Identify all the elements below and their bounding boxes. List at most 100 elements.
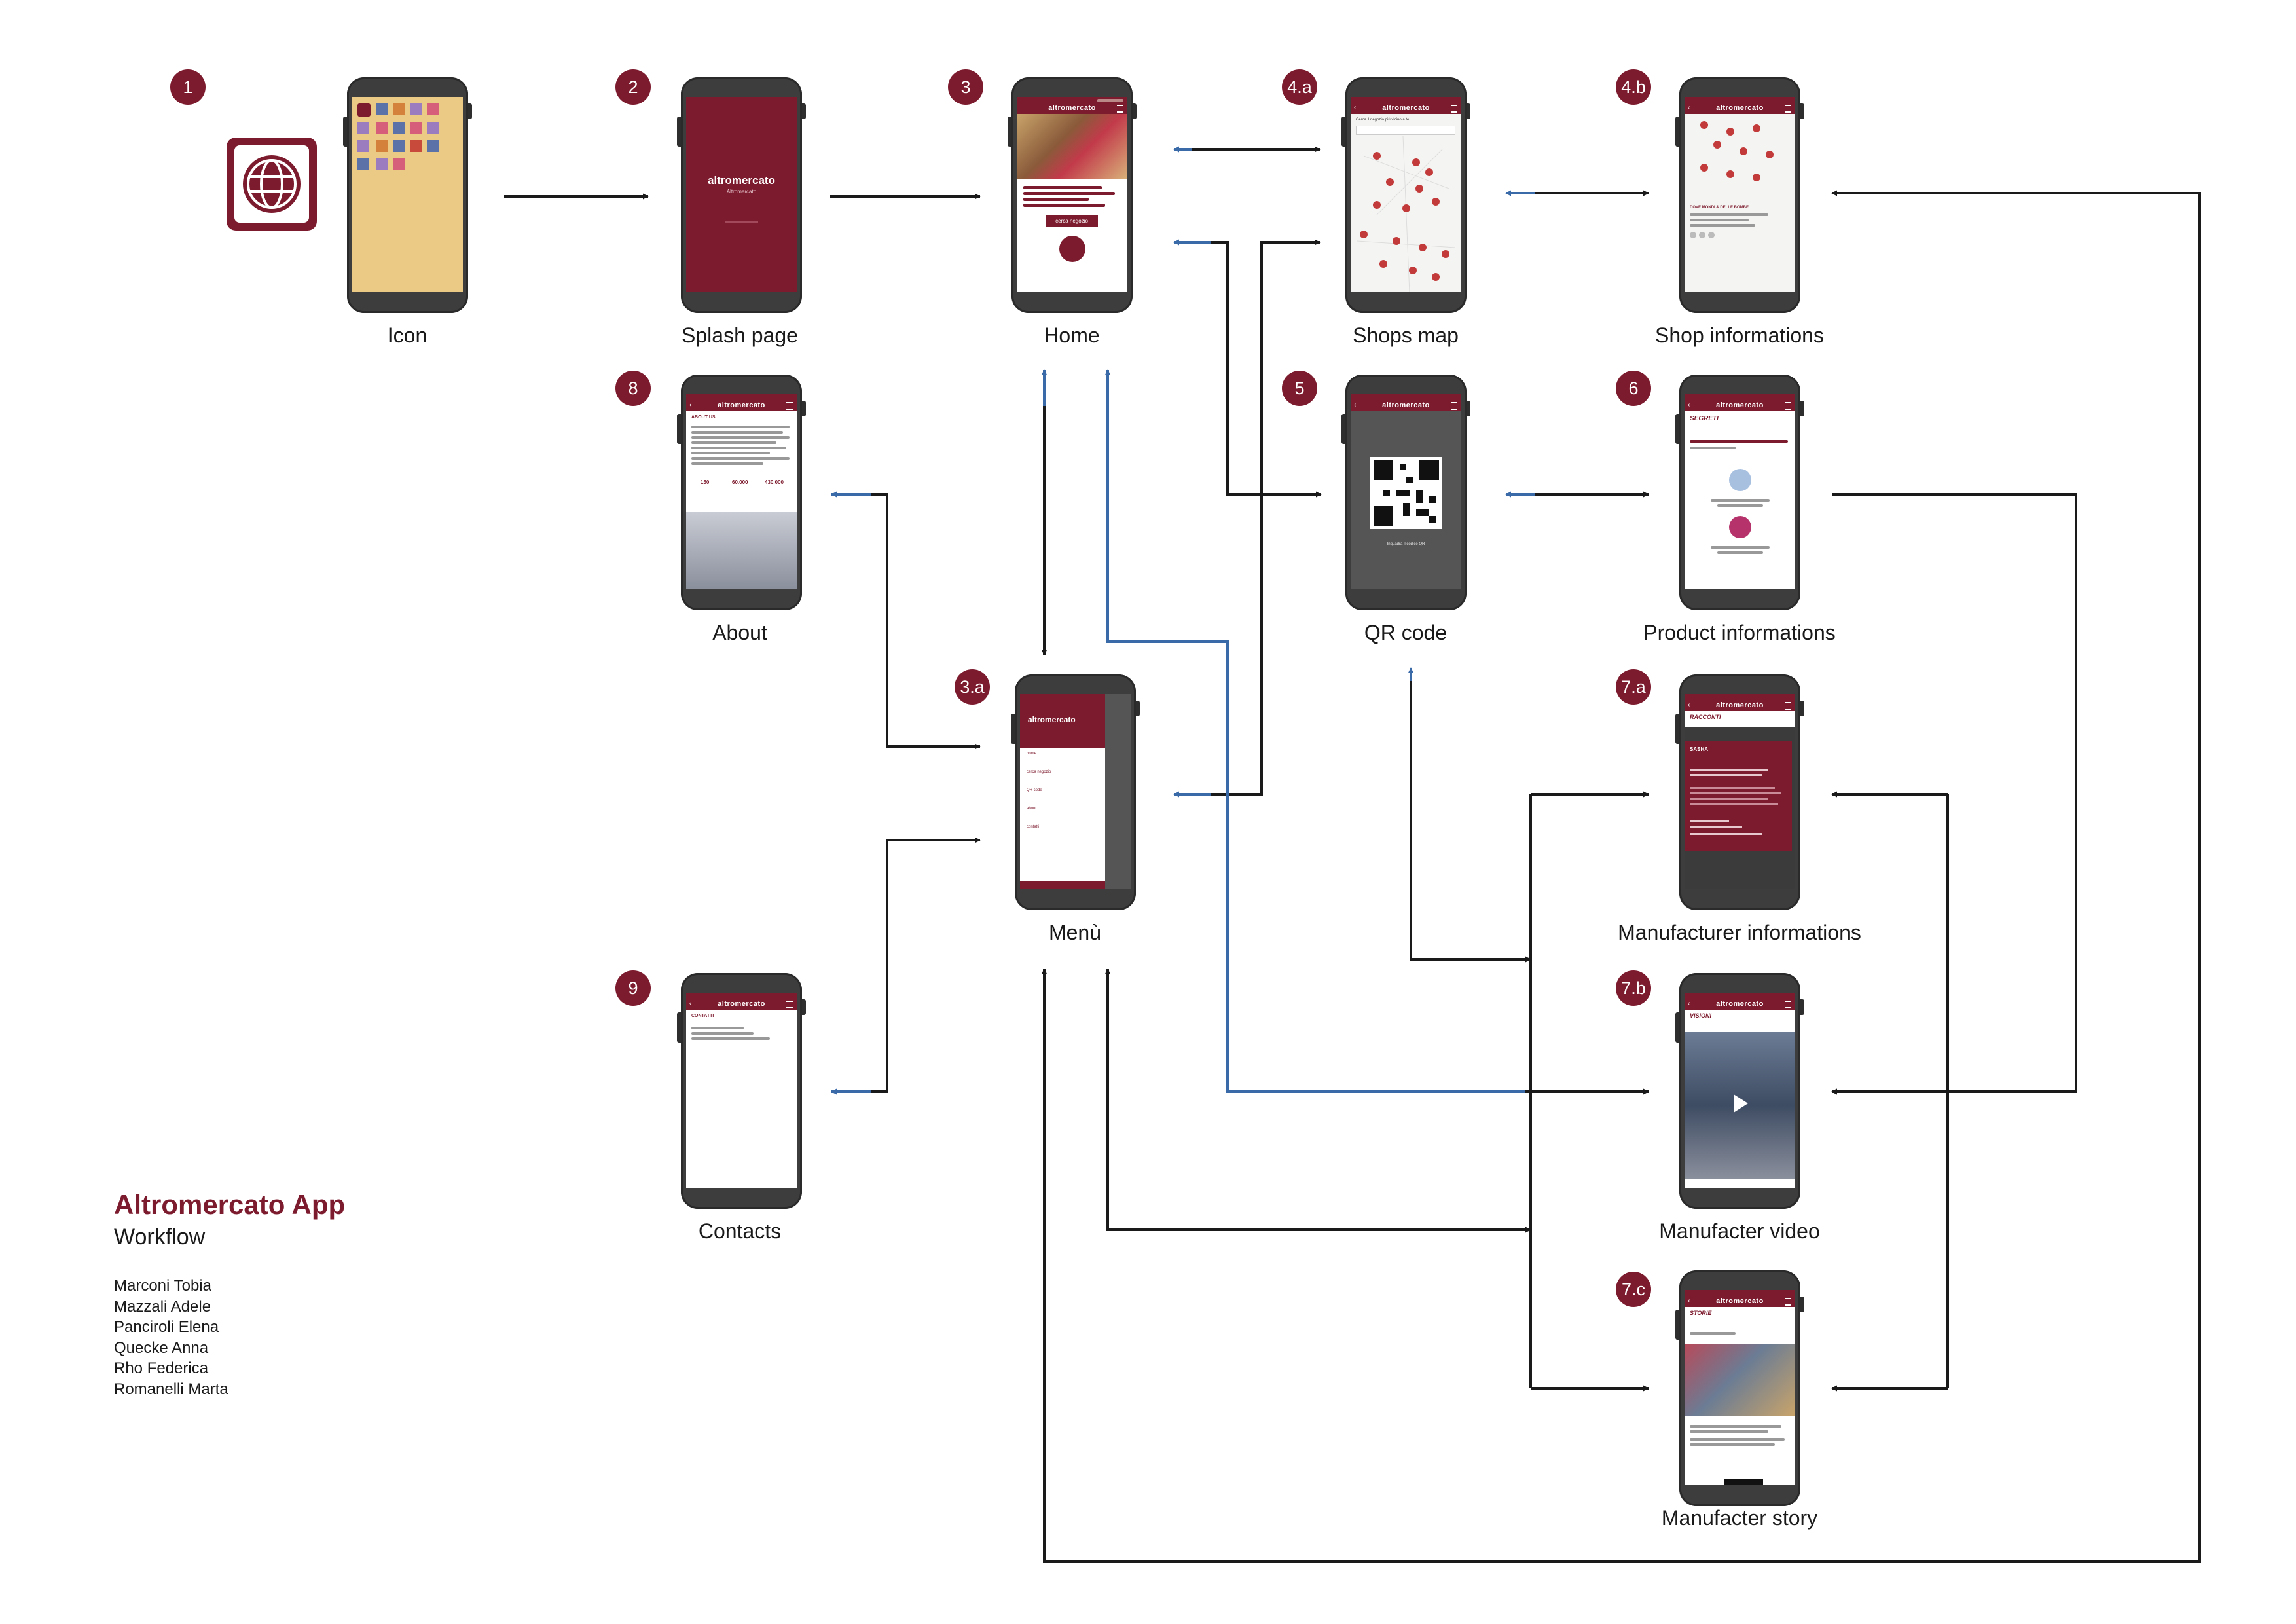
shop-map-pins (1700, 121, 1774, 181)
qr-hint: Inquadra il codice QR (1387, 542, 1425, 546)
menu-item-home[interactable]: home (1027, 752, 1037, 756)
step-badge: 7.c (1616, 1272, 1651, 1307)
map-search-label: Cerca il negozio più vicino a te (1356, 118, 1410, 122)
story-logo: altromercato (1716, 1297, 1764, 1305)
author-name: Marconi Tobia (114, 1277, 211, 1295)
phone-about: ‹ altromercato ABOUT US 150 60.000 430.00… (677, 375, 806, 610)
caption-manufacturer-story: Manufacter story (1661, 1506, 1818, 1530)
about-logo: altromercato (718, 401, 765, 409)
product-heading: SEGRETI (1690, 415, 1719, 422)
phone-manufacturer-video: ‹ altromercato VISIONI (1675, 973, 1804, 1209)
shopinfo-logo: altromercato (1716, 104, 1764, 112)
hamburger-icon[interactable] (1117, 105, 1123, 113)
phone-manufacturer-story: ‹ altromercato STORIE (1675, 1270, 1804, 1506)
phone-manufacturer-info: ‹ altromercato RACCONTI SASHA (1675, 674, 1804, 910)
phone-qr: ‹ altromercato Inquadra il codice QR (1341, 375, 1470, 610)
caption-home: Home (1044, 323, 1100, 347)
phone-icon-homescreen (343, 77, 472, 313)
author-name: Quecke Anna (114, 1338, 209, 1357)
author-list: Marconi Tobia Mazzali Adele Panciroli El… (114, 1276, 228, 1400)
manufacturer-name: SASHA (1690, 747, 1709, 752)
menu-item-find-shop[interactable]: cerca negozio (1027, 770, 1051, 774)
author-name: Panciroli Elena (114, 1318, 219, 1337)
screen-manufacturer-info: ‹ altromercato RACCONTI SASHA (1685, 694, 1795, 889)
arrow-menu-to-shopinfo (1043, 190, 2201, 1563)
phone-splash: altromercato Altromercato (677, 77, 806, 313)
arrow-about-menu (858, 493, 981, 750)
story-photo (1685, 1344, 1795, 1416)
product-logo: altromercato (1716, 401, 1764, 409)
qr-logo: altromercato (1382, 401, 1430, 409)
video-heading: VISIONI (1690, 1012, 1712, 1019)
manufacturer-heading: RACCONTI (1690, 714, 1721, 720)
phone-shop-info: ‹ altromercato DOVE MONDI & DELLE BOMBE (1675, 77, 1804, 313)
arrow-menu-to-shopsmap (1174, 239, 1321, 796)
find-shop-button[interactable]: cerca negozio (1046, 215, 1098, 227)
screen-manufacturer-video: ‹ altromercato VISIONI (1685, 993, 1795, 1188)
qr-badge-icon[interactable] (1059, 236, 1085, 262)
screen-menu: altromercato home cerca negozio QR code … (1020, 694, 1131, 889)
caption-shop-info: Shop informations (1655, 323, 1824, 347)
home-hero-image (1017, 114, 1127, 179)
home-logo: altromercato (1048, 104, 1096, 112)
arrow-menu-to-trunk (1106, 969, 1531, 1233)
step-badge: 5 (1282, 371, 1317, 406)
caption-splash: Splash page (682, 323, 798, 347)
step-badge: 4.a (1282, 69, 1317, 105)
diagram-subtitle: Workflow (114, 1225, 206, 1249)
step-badge: 2 (615, 69, 651, 105)
arrow-qr-to-manufacturer (1410, 668, 1531, 963)
phone-menu: altromercato home cerca negozio QR code … (1011, 674, 1140, 910)
manufacturer-logo: altromercato (1716, 701, 1764, 709)
product-badge-icon (1729, 469, 1751, 491)
step-badge: 3 (948, 69, 983, 105)
step-badge: 8 (615, 371, 651, 406)
map-logo: altromercato (1382, 104, 1430, 112)
map-search-input[interactable] (1356, 126, 1455, 135)
qr-code-icon (1370, 457, 1442, 529)
arrow-video-to-home (1104, 369, 1535, 1093)
contacts-logo: altromercato (718, 1000, 765, 1008)
about-photo (686, 512, 797, 589)
caption-manufacturer-video: Manufacter video (1659, 1219, 1820, 1243)
arrow-home-to-qr (1192, 241, 1322, 498)
step-badge: 9 (615, 970, 651, 1006)
caption-about: About (712, 621, 767, 644)
step-badge: 4.b (1616, 69, 1651, 105)
splash-logo: altromercato (708, 174, 775, 187)
screen-about: ‹ altromercato ABOUT US 150 60.000 430.00… (686, 394, 797, 589)
phone-contacts: ‹ altromercato CONTATTI (677, 973, 806, 1209)
author-name: Mazzali Adele (114, 1297, 211, 1316)
play-icon[interactable] (1734, 1094, 1748, 1113)
screen-splash: altromercato Altromercato (686, 97, 797, 292)
phone-product-info: ‹ altromercato SEGRETI (1675, 375, 1804, 610)
screen-manufacturer-story: ‹ altromercato STORIE (1685, 1290, 1795, 1485)
phone-shops-map: ‹ altromercato Cerca il negozio più vicin… (1341, 77, 1470, 313)
menu-item-about[interactable]: about (1027, 807, 1037, 811)
product-origin-icon (1729, 516, 1751, 538)
menu-logo: altromercato (1028, 715, 1076, 724)
menu-drawer: altromercato home cerca negozio QR code … (1020, 694, 1105, 889)
caption-contacts: Contacts (698, 1219, 782, 1243)
caption-shops-map: Shops map (1353, 323, 1459, 347)
caption-qr: QR code (1364, 621, 1448, 644)
step-badge: 3.a (955, 669, 990, 705)
menu-item-contacts[interactable]: contatti (1027, 825, 1040, 829)
phone-home: altromercato cerca negozio (1008, 77, 1137, 313)
video-frame[interactable] (1685, 1032, 1795, 1179)
diagram-title: Altromercato App (114, 1189, 346, 1220)
caption-menu: Menù (1048, 921, 1102, 944)
splash-subtitle: Altromercato (726, 189, 757, 194)
globe-icon (234, 145, 309, 223)
menu-item-qr-code[interactable]: QR code (1027, 788, 1042, 792)
story-heading: STORIE (1690, 1310, 1712, 1316)
author-name: Romanelli Marta (114, 1380, 228, 1398)
caption-icon: Icon (387, 323, 428, 347)
shop-name: DOVE MONDI & DELLE BOMBE (1690, 206, 1749, 210)
map-pins[interactable] (1351, 136, 1461, 292)
contacts-heading: CONTATTI (691, 1014, 714, 1018)
screen-qr: ‹ altromercato Inquadra il codice QR (1351, 394, 1461, 589)
step-badge: 7.b (1616, 970, 1651, 1006)
video-logo: altromercato (1716, 1000, 1764, 1008)
about-heading: ABOUT US (691, 415, 716, 420)
